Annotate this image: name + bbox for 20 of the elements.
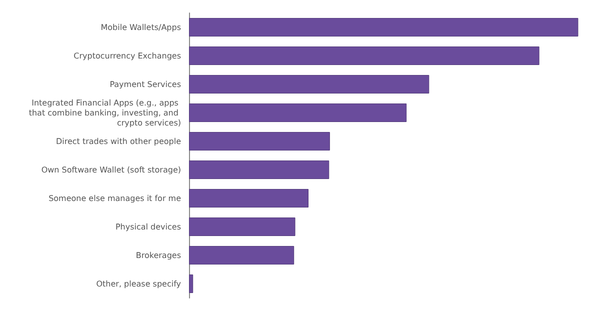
y-tick-label: Payment Services xyxy=(110,80,181,89)
bar xyxy=(189,188,308,208)
bar xyxy=(189,246,294,265)
y-tick-label: Physical devices xyxy=(115,222,181,232)
y-tick-label: Brokerages xyxy=(136,250,181,260)
y-tick-label: Mobile Wallets/Apps xyxy=(100,22,181,32)
bar xyxy=(189,74,430,94)
y-tick-label: Own Software Wallet (soft storage) xyxy=(41,165,181,174)
bar xyxy=(189,103,407,122)
bar xyxy=(189,18,578,37)
bar xyxy=(189,160,330,180)
bar xyxy=(189,132,330,151)
y-tick-label: Other, please specify xyxy=(96,279,182,288)
y-tick-label: Direct trades with other people xyxy=(56,136,182,146)
bar xyxy=(189,217,296,236)
y-tick-label: Someone else manages it for me xyxy=(48,194,182,203)
y-tick-label: Integrated Financial Apps (e.g., apps that combine banking, investing, and crypto services) xyxy=(28,98,181,128)
bar xyxy=(189,46,540,66)
y-tick-label: Cryptocurrency Exchanges xyxy=(74,51,181,60)
bar xyxy=(189,274,194,294)
